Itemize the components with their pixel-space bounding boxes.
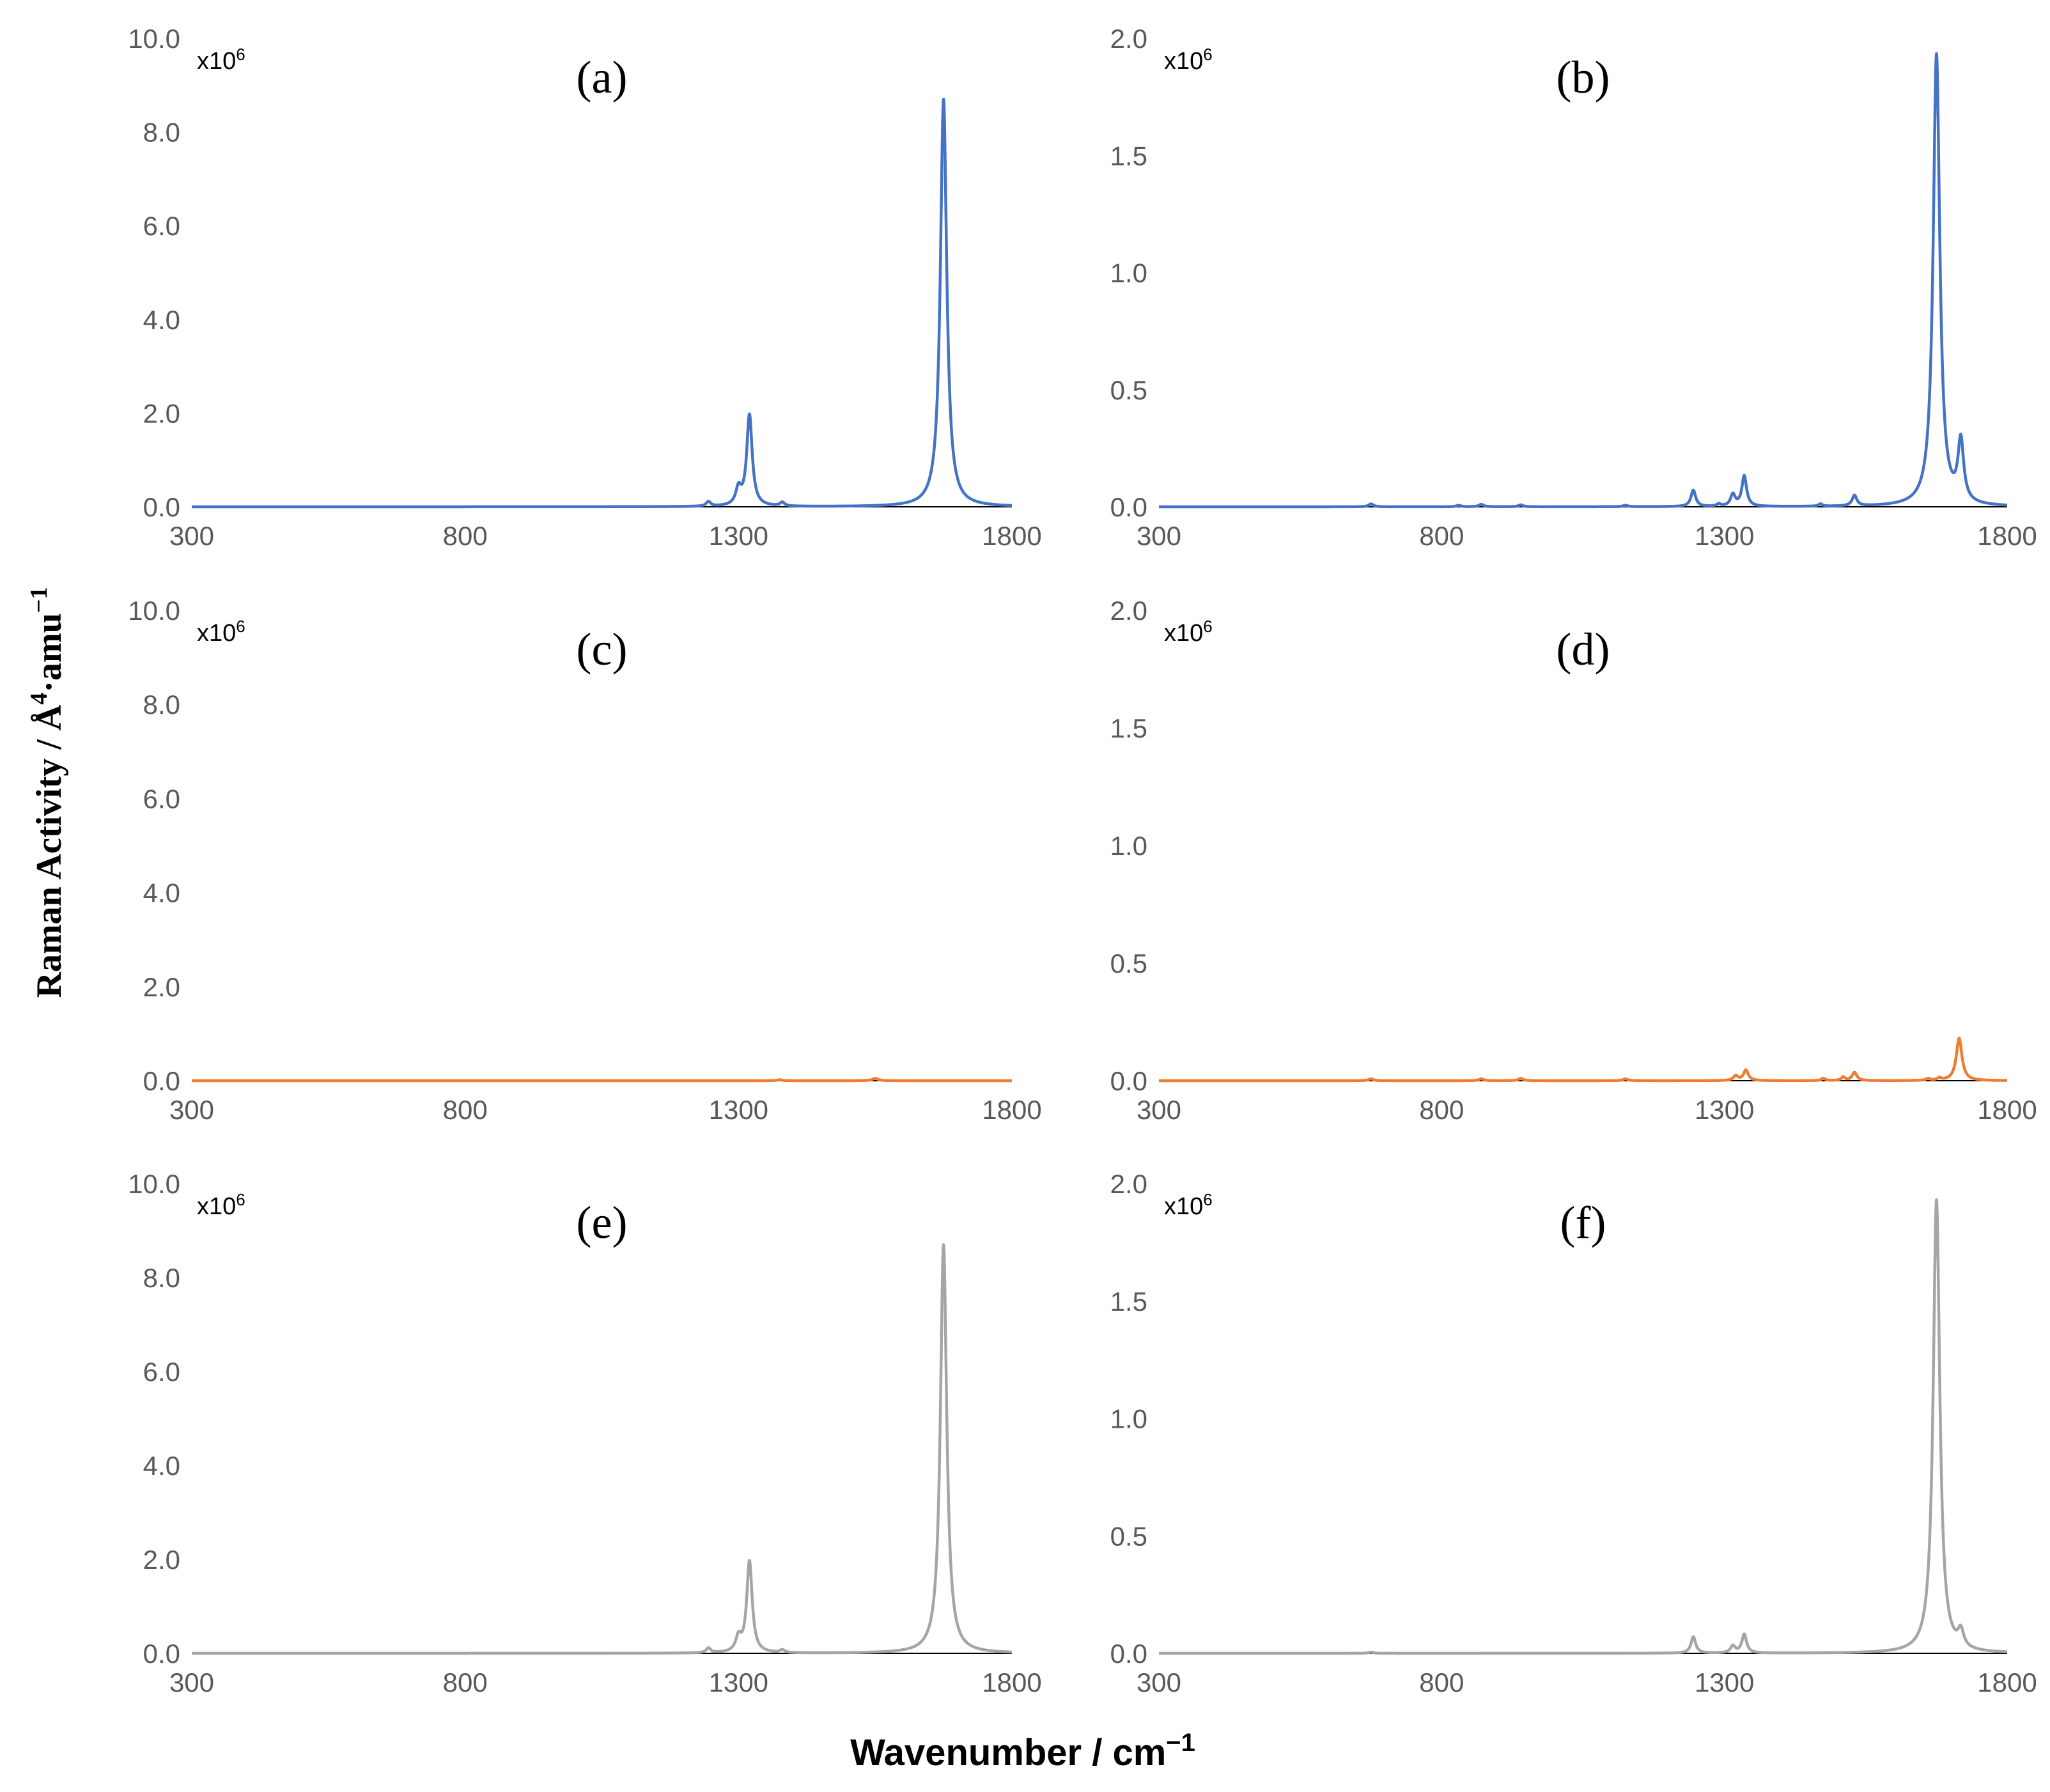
panel-e: 0.0 2.0 4.0 6.0 8.0 10.0 300 800 1300 1800 x106 (e) [128,1169,1041,1697]
x-tick-label: 800 [1419,521,1464,551]
y-tick-label: 2.0 [143,1545,180,1575]
multiplier-label: x106 [197,617,245,647]
panel-b: 0.0 0.5 1.0 1.5 2.0 300 800 1300 1800 x106 (b) [1110,24,2037,551]
x-tick-label: 300 [1137,1095,1181,1125]
x-tick-label: 1800 [982,521,1041,551]
y-tick-label: 10.0 [128,24,180,54]
y-axis-title: Raman Activity / Å4·amu−1 [26,587,69,998]
spectrum-line [1158,1037,2008,1083]
y-tick-label: 0.5 [1110,1521,1147,1551]
panel-a: 0.0 2.0 4.0 6.0 8.0 10.0 300 800 1300 1800 x106 (a) [128,24,1041,551]
x-tick-label: 1300 [1695,1095,1754,1125]
y-tick-label: 10.0 [128,1169,180,1199]
multiplier-label: x106 [197,1190,245,1220]
panel-c: 0.0 2.0 4.0 6.0 8.0 10.0 300 800 1300 1800 x106 (c) [128,596,1041,1125]
spectrum-line [1158,1198,2008,1655]
y-tick-label: 1.0 [1110,1404,1147,1434]
x-tick-label: 800 [443,1095,488,1125]
x-tick-label: 1300 [1695,1667,1754,1697]
panel-label: (b) [1557,52,1610,103]
x-tick-label: 1300 [709,1667,768,1697]
x-tick-label: 1800 [1977,521,2037,551]
y-tick-label: 1.0 [1110,831,1147,861]
panel-label: (c) [577,624,628,675]
y-tick-label: 4.0 [143,305,180,335]
y-tick-label: 8.0 [143,1263,180,1293]
panel-label: (a) [577,52,628,103]
spectrum-line [190,97,1013,509]
x-tick-label: 1300 [709,1095,768,1125]
y-tick-label: 1.5 [1110,713,1147,743]
y-tick-label: 2.0 [1110,1169,1147,1199]
panel-label: (f) [1560,1197,1606,1248]
y-tick-label: 0.5 [1110,375,1147,405]
y-tick-label: 4.0 [143,1451,180,1481]
y-tick-label: 4.0 [143,878,180,908]
y-tick-label: 1.5 [1110,1286,1147,1317]
y-tick-label: 0.5 [1110,948,1147,978]
spectrum-line [190,1243,1013,1655]
y-tick-label: 10.0 [128,596,180,626]
y-tick-label: 0.0 [1110,1639,1147,1669]
multiplier-label: x106 [1164,617,1213,647]
x-tick-label: 1800 [1977,1095,2037,1125]
x-tick-label: 1300 [1695,521,1754,551]
x-tick-label: 800 [443,521,488,551]
x-tick-label: 800 [443,1667,488,1697]
y-tick-label: 2.0 [143,972,180,1002]
x-axis-title: Wavenumber / cm−1 [850,1729,1195,1773]
x-tick-label: 300 [1137,1667,1181,1697]
y-tick-label: 8.0 [143,690,180,720]
y-tick-label: 6.0 [143,211,180,241]
x-tick-label: 300 [169,521,214,551]
multiplier-label: x106 [197,45,245,75]
y-tick-label: 1.0 [1110,258,1147,288]
y-tick-label: 0.0 [1110,492,1147,522]
y-tick-label: 0.0 [143,1066,180,1096]
x-tick-label: 1800 [982,1095,1041,1125]
x-tick-label: 1800 [1977,1667,2037,1697]
spectrum-line [190,1077,1013,1083]
panels-layer: 0.0 2.0 4.0 6.0 8.0 10.0 300 800 1300 1800 x106 (a)… [128,24,2037,1697]
x-tick-label: 300 [169,1095,214,1125]
x-tick-label: 1800 [982,1667,1041,1697]
y-tick-label: 0.0 [143,1639,180,1669]
x-tick-label: 300 [1137,521,1181,551]
y-tick-label: 2.0 [1110,24,1147,54]
panel-label: (e) [577,1197,628,1248]
y-tick-label: 6.0 [143,784,180,814]
x-tick-label: 300 [169,1667,214,1697]
y-tick-label: 8.0 [143,118,180,148]
panel-f: 0.0 0.5 1.0 1.5 2.0 300 800 1300 1800 x106 (f) [1110,1169,2037,1697]
panel-label: (d) [1557,624,1610,675]
y-tick-label: 2.0 [143,398,180,428]
y-tick-label: 0.0 [1110,1066,1147,1096]
y-tick-label: 2.0 [1110,596,1147,626]
x-tick-label: 800 [1419,1667,1464,1697]
spectrum-line [1158,52,2008,509]
multiplier-label: x106 [1164,1190,1213,1220]
x-tick-label: 1300 [709,521,768,551]
multiplier-label: x106 [1164,45,1213,75]
y-tick-label: 6.0 [143,1357,180,1387]
panel-d: 0.0 0.5 1.0 1.5 2.0 300 800 1300 1800 x106 (d) [1110,596,2037,1125]
y-tick-label: 0.0 [143,492,180,522]
x-tick-label: 800 [1419,1095,1464,1125]
y-tick-label: 1.5 [1110,141,1147,171]
